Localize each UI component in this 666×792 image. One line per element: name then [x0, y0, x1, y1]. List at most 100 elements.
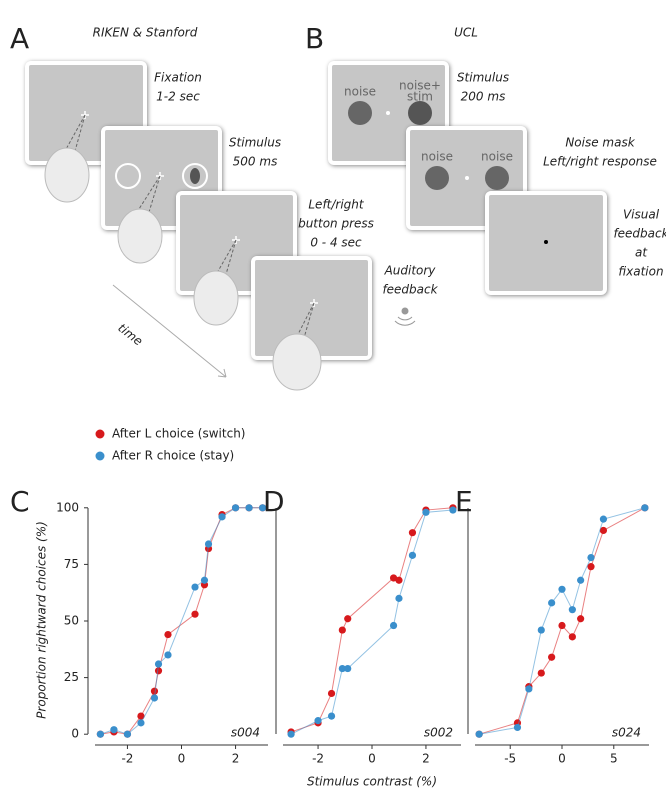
fixation-dot: [465, 176, 469, 180]
label: Noise mask: [565, 136, 635, 150]
data-point: [258, 504, 267, 512]
speaker-icon: [394, 307, 416, 326]
data-point: [218, 513, 226, 521]
series-line: [479, 507, 646, 735]
y-tick-label: 0: [71, 727, 79, 741]
data-point: [577, 576, 585, 584]
noise-patch: [425, 166, 449, 190]
grating: [190, 168, 200, 184]
panel-letter: D: [263, 485, 285, 518]
series-line: [479, 507, 645, 735]
target-ring: [115, 163, 141, 189]
data-point: [558, 621, 566, 630]
data-point: [338, 664, 346, 673]
y-tick-label: 50: [64, 614, 79, 628]
data-point: [245, 504, 253, 512]
subject-label: s024: [612, 726, 641, 740]
data-point: [314, 717, 322, 725]
feedback-dot: [544, 240, 548, 244]
data-point: [338, 626, 346, 634]
label: noise+: [399, 79, 441, 93]
label: noise: [481, 150, 513, 164]
label: Left/right response: [543, 155, 657, 169]
data-point: [344, 664, 352, 673]
label: Left/right: [308, 198, 365, 212]
y-tick-label: 25: [64, 670, 79, 684]
x-tick-label: -2: [312, 752, 324, 766]
time-arrow: [112, 284, 227, 378]
target-ring: [182, 163, 208, 189]
data-point: [599, 515, 608, 523]
data-point: [389, 574, 398, 582]
data-point: [537, 669, 545, 677]
data-point: [137, 719, 145, 727]
x-tick-label: 5: [610, 752, 618, 766]
data-point: [191, 583, 199, 591]
x-tick-label: -5: [504, 752, 516, 766]
y-tick-label: 100: [56, 500, 79, 514]
data-point: [154, 667, 163, 675]
label: noise: [344, 85, 376, 99]
panel-letter: B: [305, 22, 324, 55]
x-tick-label: -2: [121, 752, 133, 766]
label: Auditory: [384, 264, 437, 278]
data-point: [96, 730, 105, 738]
data-point: [344, 615, 352, 623]
data-point: [123, 730, 132, 738]
label: 500 ms: [233, 155, 278, 169]
x-tick-label: 0: [558, 752, 566, 766]
data-point: [577, 615, 585, 623]
data-point: [389, 621, 398, 630]
data-point: [422, 508, 430, 516]
data-point: [164, 630, 172, 639]
label: at: [635, 246, 648, 260]
data-point: [164, 651, 172, 659]
data-point: [200, 576, 209, 584]
legend-marker: [95, 429, 105, 439]
data-point: [599, 526, 608, 535]
subject-label: s004: [231, 726, 260, 740]
data-point: [137, 712, 145, 720]
label: Fixation: [154, 71, 202, 85]
label: Visual: [623, 208, 660, 222]
x-tick-label: 0: [368, 752, 376, 766]
series-line: [290, 507, 453, 733]
data-point: [568, 606, 576, 614]
fixation-dot: [386, 111, 390, 115]
series-line: [100, 507, 263, 735]
label: feedback: [382, 283, 438, 297]
x-tick-label: 2: [422, 752, 430, 766]
legend-marker: [95, 451, 105, 461]
label: fixation: [618, 265, 663, 279]
gaze-lines: [59, 114, 315, 353]
data-point: [150, 687, 159, 695]
label: Stimulus: [229, 136, 281, 150]
label: feedback: [613, 227, 666, 241]
subject-label: s002: [424, 726, 453, 740]
data-point: [395, 576, 403, 584]
time-label: time: [115, 321, 145, 349]
data-point: [231, 504, 240, 512]
y-tick-label: 75: [64, 557, 79, 571]
data-point: [408, 551, 417, 559]
data-point: [537, 626, 545, 634]
noise-patch: [485, 166, 509, 190]
data-point: [587, 554, 595, 562]
data-point: [587, 563, 595, 571]
data-point: [150, 694, 159, 702]
data-point: [449, 506, 457, 514]
x-axis-label: Stimulus contrast (%): [307, 775, 437, 789]
panel-title: RIKEN & Stanford: [93, 26, 198, 40]
data-point: [568, 633, 576, 641]
noise-stim-patch: [408, 101, 432, 125]
label: noise: [421, 150, 453, 164]
panel-b-diagram: [328, 61, 607, 295]
noise-patch: [348, 101, 372, 125]
label: 200 ms: [461, 90, 506, 104]
data-point: [327, 712, 336, 720]
data-point: [408, 529, 417, 537]
data-point: [475, 730, 483, 738]
legend-label: After L choice (switch): [112, 427, 245, 441]
data-point: [110, 726, 118, 734]
